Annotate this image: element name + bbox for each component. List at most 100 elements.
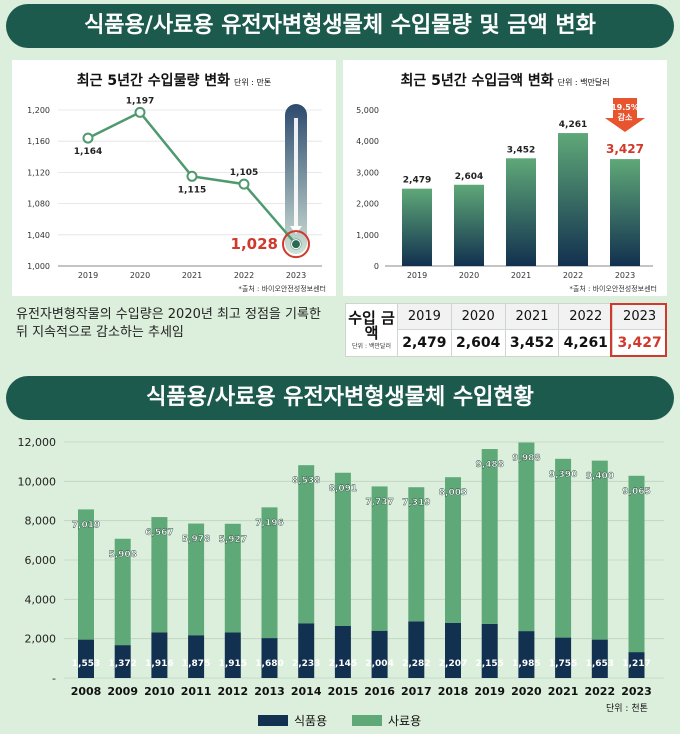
x-tick-label: 2020 — [511, 685, 542, 698]
data-label-food: 1,985 — [512, 659, 540, 669]
bottom-title: 식품용/사료용 유전자변형생물체 수입현황 — [146, 385, 534, 410]
bar-food — [261, 638, 278, 678]
bar-feed — [334, 472, 351, 626]
bottom-unit: 단위 : 천톤 — [606, 704, 648, 714]
data-label-feed: 6,567 — [145, 528, 173, 538]
data-label-feed: 8,538 — [292, 476, 320, 486]
data-point-highlight — [291, 239, 301, 250]
legend-feed-label: 사료용 — [388, 714, 422, 728]
y-tick-label: 0 — [374, 262, 379, 271]
y-tick-label: 8,000 — [25, 515, 57, 528]
data-label-feed: 8,091 — [329, 484, 357, 494]
bar — [506, 158, 536, 266]
bar-food — [408, 621, 425, 678]
data-label: 4,261 — [559, 120, 587, 130]
data-label-food: 2,004 — [365, 659, 393, 669]
amount-table-year: 2020 — [450, 303, 506, 330]
data-label: 1,105 — [230, 168, 258, 178]
x-tick-label: 2009 — [107, 685, 138, 698]
data-label-food: 2,282 — [402, 659, 430, 669]
x-tick-label: 2021 — [182, 271, 202, 280]
bar-food — [371, 630, 388, 678]
bar — [558, 133, 588, 266]
y-tick-label: - — [52, 672, 56, 685]
data-label: 1,028 — [231, 235, 278, 253]
data-label-food: 1,217 — [622, 659, 650, 669]
bar-feed — [371, 486, 388, 631]
x-tick-label: 2023 — [621, 685, 652, 698]
x-tick-label: 2019 — [407, 271, 427, 280]
amount-table-unit: 단위 : 백만달러 — [352, 342, 391, 350]
bar — [402, 188, 432, 266]
reduction-arrow — [605, 98, 645, 132]
legend-food-label: 식품용 — [294, 714, 328, 728]
amount-table: 수입 금액 단위 : 백만달러 2019 2020 2021 2022 2023… — [345, 303, 667, 357]
bar-food — [334, 625, 351, 678]
x-tick-label: 2018 — [438, 685, 469, 698]
bar-feed — [78, 509, 94, 640]
x-tick-label: 2019 — [474, 685, 505, 698]
bar-feed — [518, 442, 535, 632]
amount-title-text: 최근 5년간 수입금액 변화 — [400, 73, 554, 89]
y-tick-label: 1,040 — [27, 231, 50, 240]
bar-food — [628, 652, 645, 678]
y-tick-label: 1,000 — [356, 231, 379, 240]
x-tick-label: 2011 — [181, 685, 212, 698]
data-label-feed: 9,400 — [586, 472, 614, 482]
volume-title: 최근 5년간 수입물량 변화 단위 : 만톤 — [12, 70, 336, 90]
y-tick-label: 1,080 — [27, 200, 50, 209]
bottom-title-banner: 식품용/사료용 유전자변형생물체 수입현황 — [6, 376, 674, 420]
bar-food — [114, 645, 131, 678]
volume-source: *출처 : 바이오안전성정보센터 — [238, 285, 326, 293]
y-tick-label: 4,000 — [25, 593, 57, 606]
data-label: 1,115 — [178, 185, 206, 195]
bar-feed — [628, 475, 645, 653]
data-label-food: 2,145 — [329, 659, 357, 669]
reduction-percent: 19.5% — [611, 103, 639, 112]
data-label-food: 1,653 — [586, 659, 614, 669]
data-label-food: 1,755 — [549, 659, 577, 669]
data-label: 1,164 — [74, 147, 102, 157]
data-label-feed: 7,196 — [255, 518, 283, 528]
y-tick-label: 5,000 — [356, 106, 379, 115]
amount-table-year: 2022 — [558, 303, 614, 330]
bar-food — [591, 639, 608, 678]
x-tick-label: 2015 — [328, 685, 359, 698]
data-label: 1,197 — [126, 96, 154, 106]
data-label-feed: 9,988 — [512, 454, 540, 464]
data-label-feed: 5,927 — [219, 535, 247, 545]
amount-table-value-2023: 3,427 — [612, 329, 667, 357]
amount-table-year: 2019 — [397, 303, 452, 330]
data-point — [238, 178, 250, 190]
data-label-feed: 8,003 — [439, 488, 467, 498]
top-title: 식품용/사료용 유전자변형생물체 수입물량 및 금액 변화 — [84, 13, 596, 38]
volume-unit: 단위 : 만톤 — [233, 78, 272, 87]
data-label-food: 1,915 — [219, 659, 247, 669]
amount-table-value: 2,604 — [450, 329, 506, 357]
trend-note: 유전자변형작물의 수입량은 2020년 최고 정점을 기록한 뒤 지속적으로 감… — [16, 307, 321, 340]
legend-feed-swatch — [352, 715, 382, 726]
x-tick-label: 2022 — [563, 271, 583, 280]
amount-table-value: 4,261 — [558, 329, 614, 357]
data-point — [134, 106, 146, 118]
data-label-food: 1,916 — [145, 659, 173, 669]
x-tick-label: 2020 — [459, 271, 479, 280]
bar-feed — [481, 449, 498, 624]
y-tick-label: 2,000 — [356, 200, 379, 209]
bar-feed — [591, 460, 608, 640]
volume-title-text: 최근 5년간 수입물량 변화 — [76, 73, 230, 89]
x-tick-label: 2008 — [71, 685, 102, 698]
amount-panel: 최근 5년간 수입금액 변화 단위 : 백만달러 0 1,000 2,000 3,000… — [343, 60, 667, 296]
data-label-food: 1,875 — [182, 659, 210, 669]
trend-arrow-shaft — [294, 118, 298, 228]
y-tick-label: 10,000 — [18, 475, 57, 488]
bar-food — [224, 632, 241, 678]
amount-table-value: 2,479 — [397, 329, 452, 357]
y-tick-label: 4,000 — [356, 137, 379, 146]
amount-table-value: 3,452 — [504, 329, 560, 357]
y-tick-label: 1,000 — [27, 262, 50, 271]
x-tick-label: 2022 — [584, 685, 615, 698]
data-label-feed: 9,488 — [475, 460, 503, 470]
bar — [454, 184, 484, 266]
bar-feed — [298, 465, 315, 624]
